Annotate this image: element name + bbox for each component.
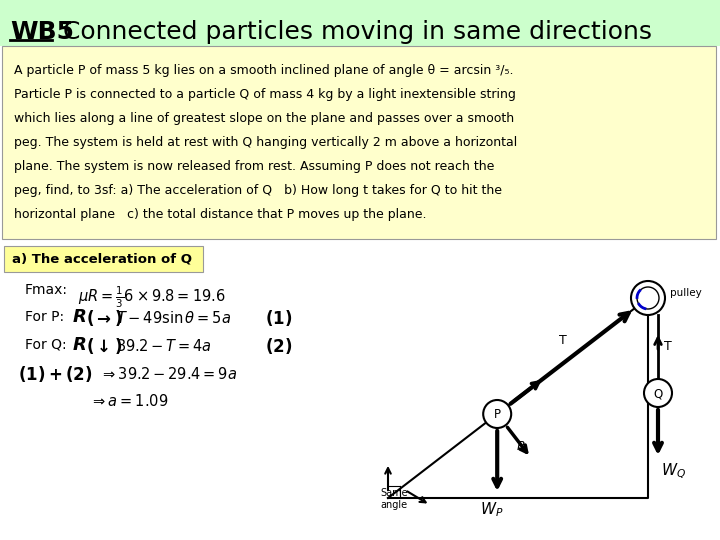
- Text: which lies along a line of greatest slope on the plane and passes over a smooth: which lies along a line of greatest slop…: [14, 112, 514, 125]
- Text: $W_Q$: $W_Q$: [661, 462, 686, 481]
- Text: $\boldsymbol{(\rightarrow)}$: $\boldsymbol{(\rightarrow)}$: [86, 308, 122, 328]
- Text: $T - 49\sin\theta = 5a$: $T - 49\sin\theta = 5a$: [116, 310, 231, 326]
- Text: Particle P is connected to a particle Q of mass 4 kg by a light inextensible str: Particle P is connected to a particle Q …: [14, 88, 516, 101]
- Text: $39.2 - T = 4a$: $39.2 - T = 4a$: [116, 338, 212, 354]
- Text: $\Rightarrow a = 1.09$: $\Rightarrow a = 1.09$: [90, 393, 168, 409]
- Text: WB5: WB5: [10, 20, 74, 44]
- Text: Fmax:: Fmax:: [25, 283, 68, 297]
- Text: P: P: [494, 408, 500, 422]
- Text: $\boldsymbol{R}$: $\boldsymbol{R}$: [72, 308, 86, 326]
- Text: peg. The system is held at rest with Q hanging vertically 2 m above a horizontal: peg. The system is held at rest with Q h…: [14, 136, 517, 149]
- Text: For P:: For P:: [25, 310, 64, 324]
- FancyBboxPatch shape: [2, 46, 716, 239]
- Circle shape: [483, 400, 511, 428]
- Text: $\boldsymbol{(1)}$: $\boldsymbol{(1)}$: [265, 308, 292, 328]
- Text: peg, find, to 3sf: a) The acceleration of Q   b) How long t takes for Q to hit t: peg, find, to 3sf: a) The acceleration o…: [14, 184, 502, 197]
- Text: Q: Q: [653, 388, 662, 401]
- Text: plane. The system is now released from rest. Assuming P does not reach the: plane. The system is now released from r…: [14, 160, 495, 173]
- Text: $\boldsymbol{(\downarrow)}$: $\boldsymbol{(\downarrow)}$: [86, 336, 122, 356]
- Text: R: R: [517, 440, 526, 453]
- Text: T: T: [559, 334, 567, 348]
- Text: horizontal plane   c) the total distance that P moves up the plane.: horizontal plane c) the total distance t…: [14, 208, 426, 221]
- Circle shape: [631, 281, 665, 315]
- Text: $W_P$: $W_P$: [480, 500, 504, 519]
- Text: Same
angle: Same angle: [380, 488, 408, 510]
- Text: T: T: [664, 341, 672, 354]
- Text: $\boldsymbol{(1)+(2)}$: $\boldsymbol{(1)+(2)}$: [18, 364, 92, 384]
- Circle shape: [637, 287, 659, 309]
- Text: $\mu R = \mathit{\frac{1}{3}}6 \times 9.8 = 19.6$: $\mu R = \mathit{\frac{1}{3}}6 \times 9.…: [78, 285, 225, 310]
- Text: $\Rightarrow 39.2 - 29.4 = 9a$: $\Rightarrow 39.2 - 29.4 = 9a$: [100, 366, 238, 382]
- FancyBboxPatch shape: [0, 0, 720, 46]
- Text: pulley: pulley: [670, 288, 702, 298]
- Text: For Q:: For Q:: [25, 338, 67, 352]
- Circle shape: [644, 379, 672, 407]
- Text: $\boldsymbol{R}$: $\boldsymbol{R}$: [72, 336, 86, 354]
- Text: $\boldsymbol{(2)}$: $\boldsymbol{(2)}$: [265, 336, 292, 356]
- Text: a) The acceleration of Q: a) The acceleration of Q: [12, 253, 192, 266]
- FancyBboxPatch shape: [4, 246, 203, 272]
- Text: A particle P of mass 5 kg lies on a smooth inclined plane of angle θ = arcsin ³/: A particle P of mass 5 kg lies on a smoo…: [14, 64, 513, 77]
- Text: Connected particles moving in same directions: Connected particles moving in same direc…: [55, 20, 652, 44]
